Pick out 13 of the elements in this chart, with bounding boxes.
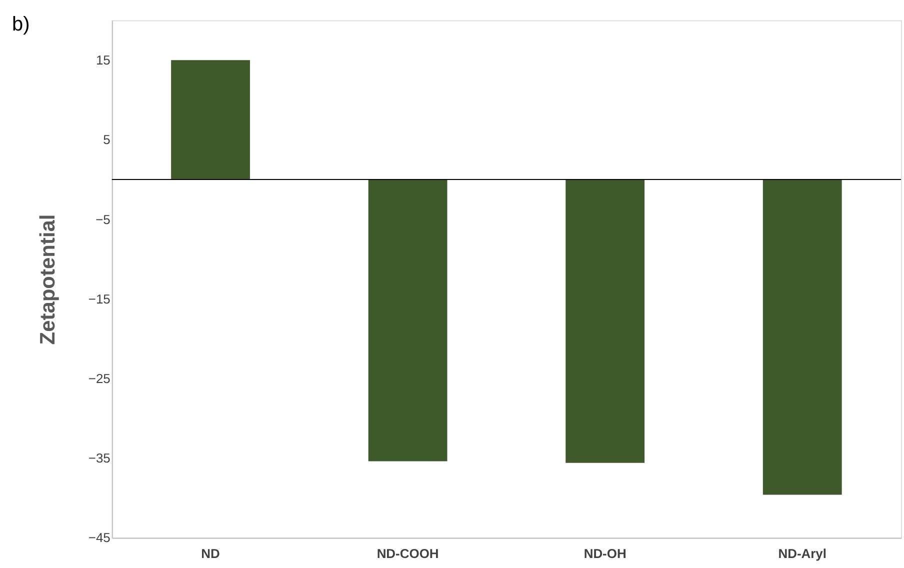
- x-tick-label: ND-OH: [584, 546, 626, 562]
- x-tick-label: ND-Aryl: [778, 546, 827, 562]
- y-tick-label: 5: [103, 132, 110, 148]
- x-tick-label: ND: [201, 546, 220, 562]
- text: b): [12, 13, 30, 36]
- y-tick-label: −25: [88, 371, 110, 386]
- y-tick-label: −5: [96, 212, 110, 227]
- y-axis-title: Zetapotential: [36, 214, 60, 345]
- y-tick-label: 15: [96, 52, 110, 68]
- y-tick-label: −35: [88, 450, 110, 466]
- x-tick-label: ND-COOH: [376, 546, 439, 562]
- y-tick-label: −45: [88, 530, 110, 546]
- y-tick-label: −15: [88, 291, 110, 306]
